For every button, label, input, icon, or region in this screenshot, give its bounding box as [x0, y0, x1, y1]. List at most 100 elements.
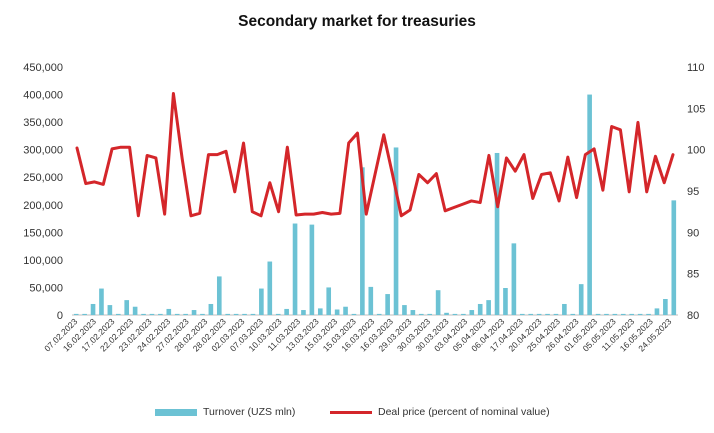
turnover-bar	[637, 313, 643, 315]
turnover-bar	[73, 313, 79, 315]
turnover-bar	[233, 313, 239, 315]
right-axis-ticks: 80 85 90 95 100 105 110	[687, 62, 705, 322]
turnover-bar	[452, 313, 458, 315]
turnover-bar	[275, 313, 281, 315]
turnover-bar	[620, 313, 626, 315]
turnover-bar	[82, 313, 87, 315]
turnover-bar	[284, 308, 289, 315]
legend-swatch-turnover	[155, 408, 197, 416]
turnover-bar	[317, 308, 323, 315]
turnover-bar	[309, 224, 315, 315]
turnover-bar	[174, 313, 180, 315]
left-axis-tick-label: 100,000	[23, 255, 63, 267]
turnover-bar	[503, 288, 508, 315]
legend-label-deal-price: Deal price (percent of nominal value)	[378, 406, 550, 418]
turnover-bar	[612, 313, 618, 315]
right-axis-tick-label: 80	[687, 310, 699, 322]
turnover-bar	[629, 313, 635, 315]
turnover-bar	[141, 313, 146, 315]
turnover-bar	[646, 313, 651, 315]
turnover-bar	[183, 313, 188, 315]
turnover-bar	[494, 152, 500, 315]
right-axis-tick-label: 85	[687, 269, 699, 281]
left-axis-ticks: 0 50,000 100,000 150,000 200,000 250,000 300,0…	[23, 62, 63, 322]
turnover-bar	[402, 305, 407, 315]
turnover-bar	[528, 313, 534, 315]
turnover-bar	[519, 313, 525, 315]
legend: Turnover (UZS mln) Deal price (percent o…	[0, 406, 714, 422]
turnover-bars	[73, 94, 677, 315]
left-axis-tick-label: 300,000	[23, 145, 63, 157]
turnover-bar	[351, 313, 357, 315]
right-axis-tick-label: 105	[687, 103, 705, 115]
turnover-bar	[545, 313, 550, 315]
right-axis-tick-label: 95	[687, 186, 699, 198]
turnover-bar	[90, 303, 96, 315]
turnover-bar	[376, 313, 382, 315]
turnover-bar	[242, 313, 247, 315]
deal-price-line	[75, 91, 675, 218]
legend-label-turnover: Turnover (UZS mln)	[203, 406, 296, 418]
turnover-bar	[385, 294, 390, 315]
left-axis-tick-label: 350,000	[23, 117, 63, 129]
legend-item-turnover: Turnover (UZS mln)	[155, 406, 295, 418]
turnover-bar	[469, 310, 475, 315]
right-axis-tick-label: 110	[687, 62, 705, 74]
turnover-bar	[654, 308, 660, 315]
price-line-layer	[75, 91, 675, 218]
right-axis-tick-label: 100	[687, 145, 705, 157]
turnover-bar	[115, 313, 121, 315]
turnover-bar	[604, 313, 609, 315]
chart-title: Secondary market for treasuries	[238, 13, 476, 30]
turnover-bar	[444, 312, 449, 315]
left-axis-tick-label: 400,000	[23, 90, 63, 102]
left-axis-tick-label: 150,000	[23, 227, 63, 239]
turnover-bar	[292, 223, 298, 315]
turnover-bar	[334, 309, 340, 315]
turnover-bar	[166, 308, 172, 315]
turnover-bar	[461, 313, 466, 315]
turnover-bar	[107, 305, 113, 315]
turnover-bar	[301, 310, 306, 315]
turnover-bar	[200, 313, 205, 315]
turnover-bar	[191, 310, 197, 315]
turnover-bar	[578, 284, 584, 315]
left-axis-tick-label: 0	[57, 310, 63, 322]
turnover-bar	[326, 287, 332, 315]
turnover-bar	[663, 299, 668, 315]
turnover-bar	[132, 306, 138, 315]
turnover-bar	[671, 200, 677, 315]
turnover-bar	[216, 276, 222, 315]
turnover-bar	[536, 313, 542, 315]
turnover-bar	[259, 288, 264, 315]
left-axis-tick-label: 50,000	[29, 282, 63, 294]
left-axis-tick-label: 250,000	[23, 172, 63, 184]
turnover-bar	[124, 300, 130, 315]
turnover-bar	[267, 261, 273, 315]
right-axis-tick-label: 90	[687, 227, 699, 239]
legend-swatch-deal-price	[330, 410, 372, 414]
turnover-bar	[250, 313, 256, 315]
turnover-bar	[427, 313, 433, 315]
turnover-bar	[511, 243, 517, 315]
x-axis-ticks: 07.02.202316.02.202317.02.202322.02.2023…	[42, 316, 673, 353]
turnover-bar	[435, 290, 441, 315]
turnover-bar	[595, 313, 601, 315]
turnover-bar	[486, 300, 491, 315]
turnover-bar	[393, 147, 399, 315]
legend-item-deal-price: Deal price (percent of nominal value)	[330, 406, 550, 418]
turnover-bar	[368, 286, 374, 315]
turnover-bar	[225, 313, 231, 315]
turnover-bar	[587, 94, 592, 315]
turnover-bar	[477, 303, 483, 315]
turnover-bar	[562, 303, 567, 315]
turnover-bar	[360, 167, 365, 315]
turnover-bar	[158, 313, 163, 315]
left-axis-tick-label: 200,000	[23, 200, 63, 212]
left-axis-tick-label: 450,000	[23, 62, 63, 74]
turnover-bar	[343, 306, 348, 315]
turnover-bar	[418, 313, 424, 315]
turnover-bar	[208, 303, 214, 315]
turnover-bar	[149, 313, 155, 315]
